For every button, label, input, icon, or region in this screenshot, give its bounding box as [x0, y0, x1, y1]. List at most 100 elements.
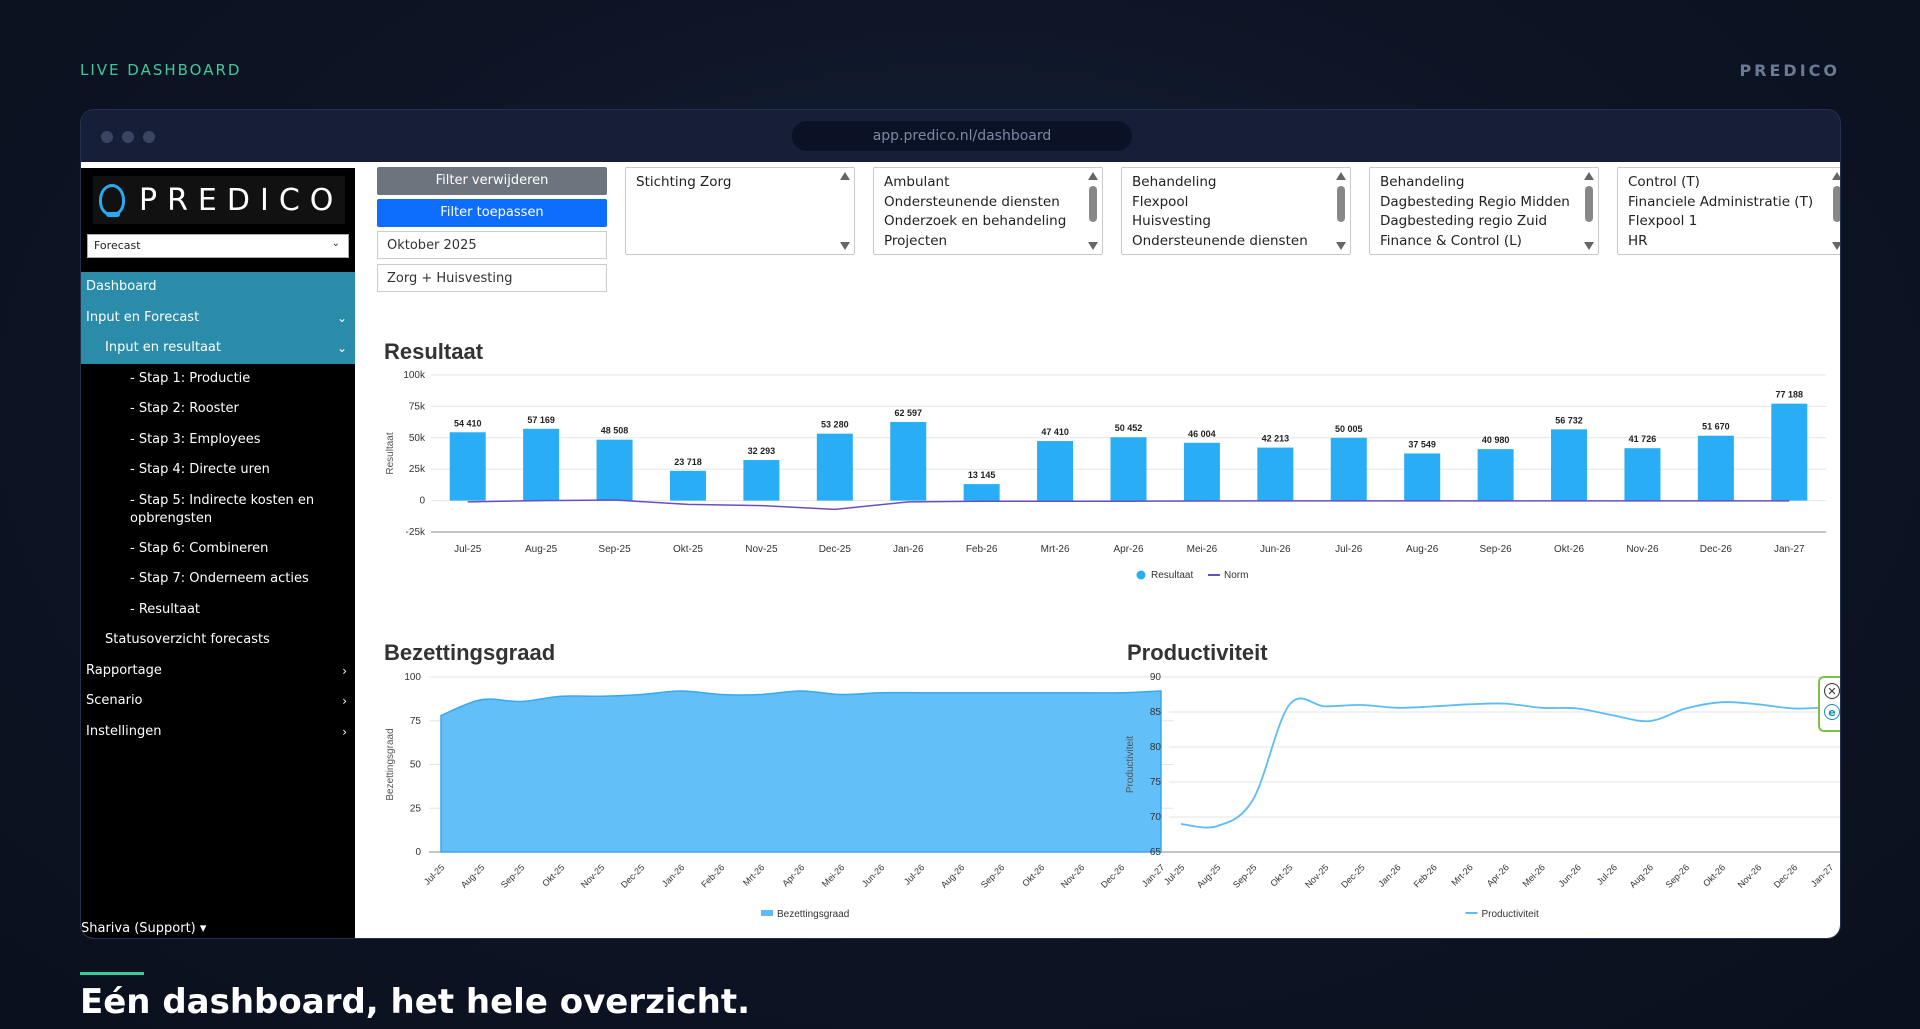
- scroll-thumb[interactable]: [1089, 186, 1097, 222]
- filter-option[interactable]: Flexpool: [1132, 193, 1189, 210]
- scrollbar[interactable]: [1336, 172, 1346, 250]
- period-field[interactable]: Oktober 2025: [377, 231, 607, 259]
- scroll-down-icon[interactable]: [1088, 242, 1098, 250]
- data-label: 53 280: [821, 420, 849, 430]
- scroll-up-icon[interactable]: [1584, 172, 1594, 180]
- x-tick-label: Jul-25: [422, 862, 446, 886]
- x-tick-label: Nov-25: [745, 544, 778, 555]
- data-label: 37 549: [1408, 439, 1436, 449]
- filter-option[interactable]: Behandeling: [1380, 174, 1465, 190]
- sidebar-item[interactable]: Input en resultaat ⌄: [81, 333, 355, 364]
- sidebar-item[interactable]: Instellingen ›: [81, 717, 355, 748]
- scroll-down-icon[interactable]: [1584, 242, 1594, 250]
- filter-list[interactable]: Behandeling Dagbesteding Regio Midden Dagb…: [1369, 167, 1599, 255]
- bar: [1551, 429, 1588, 501]
- scope-field[interactable]: Zorg + Huisvesting: [377, 264, 607, 292]
- sidebar-item[interactable]: - Stap 2: Rooster: [81, 394, 355, 425]
- window-dot-icon: [101, 131, 113, 143]
- x-tick-label: Jan-26: [893, 544, 924, 555]
- scroll-up-icon[interactable]: [840, 172, 850, 180]
- sidebar-item-label: - Stap 5: Indirecte kosten en opbrengste…: [130, 492, 315, 526]
- x-tick-label: Okt-26: [1554, 544, 1584, 555]
- x-tick-label: Jan-27: [1774, 544, 1805, 555]
- scroll-down-icon[interactable]: [1832, 242, 1840, 250]
- filter-option[interactable]: HR: [1628, 232, 1648, 249]
- logo-mark-icon: [99, 184, 125, 217]
- filter-list[interactable]: Control (T) Financiele Administratie (T) F…: [1617, 167, 1840, 255]
- sidebar-item-label: - Stap 7: Onderneem acties: [130, 571, 309, 586]
- sidebar: PREDICO Forecast ⌄ Dashboard Input en For…: [81, 168, 355, 938]
- data-label: 46 004: [1188, 429, 1216, 439]
- sidebar-item[interactable]: Rapportage ›: [81, 656, 355, 687]
- sidebar-item[interactable]: - Stap 6: Combineren: [81, 534, 355, 565]
- filter-option[interactable]: Control (T): [1628, 174, 1700, 190]
- sidebar-item[interactable]: - Stap 1: Productie: [81, 364, 355, 395]
- x-tick-label: Feb-26: [699, 862, 726, 889]
- x-tick-label: Jan-26: [660, 862, 687, 889]
- scrollbar[interactable]: [1584, 172, 1594, 250]
- url-bar[interactable]: app.predico.nl/dashboard: [792, 121, 1132, 151]
- sidebar-item[interactable]: Dashboard: [81, 272, 355, 303]
- x-tick-label: Mei-26: [820, 862, 847, 889]
- sidebar-item[interactable]: Input en Forecast ⌄: [81, 302, 355, 333]
- filter-option[interactable]: Finance & Control (L): [1380, 232, 1522, 249]
- filter-list[interactable]: Ambulant Ondersteunende diensten Onderzoek…: [873, 167, 1103, 255]
- filter-list[interactable]: Stichting Zorg: [625, 167, 855, 255]
- x-tick-label: Sep-25: [499, 862, 527, 890]
- close-icon[interactable]: ✕: [1824, 683, 1840, 699]
- window-dot-icon: [143, 131, 155, 143]
- user-menu[interactable]: Shariva (Support) ▾: [81, 921, 206, 936]
- legend-label: Bezettingsgraad: [777, 909, 849, 920]
- x-tick-label: Dec-25: [1339, 862, 1367, 890]
- scroll-down-icon[interactable]: [1336, 242, 1346, 250]
- x-tick-label: Jul-25: [1162, 862, 1186, 886]
- bezettingsgraad-chart: 100 75 50 25 0 Bezettingsgraad Jul-25 Aug-25 Sep…: [385, 672, 1173, 920]
- data-label: 50 452: [1115, 423, 1143, 433]
- sidebar-item[interactable]: - Stap 7: Onderneem acties: [81, 564, 355, 595]
- sidebar-item[interactable]: - Stap 5: Indirecte kosten en opbrengste…: [81, 486, 355, 534]
- scroll-up-icon[interactable]: [1336, 172, 1346, 180]
- x-tick-label: Dec-26: [1772, 862, 1800, 890]
- sidebar-item[interactable]: Scenario ›: [81, 686, 355, 717]
- bar: [1624, 448, 1661, 501]
- scroll-thumb[interactable]: [1833, 186, 1840, 222]
- sidebar-item[interactable]: - Resultaat: [81, 595, 355, 626]
- e-logo-icon[interactable]: e: [1824, 704, 1840, 720]
- scroll-up-icon[interactable]: [1088, 172, 1098, 180]
- x-tick-label: Jul-26: [902, 862, 926, 886]
- chevron-right-icon: ›: [342, 724, 347, 739]
- scroll-thumb[interactable]: [1337, 186, 1345, 222]
- module-select[interactable]: Forecast ⌄: [87, 234, 349, 258]
- sidebar-item-label: Instellingen: [86, 723, 162, 739]
- scroll-down-icon[interactable]: [840, 242, 850, 250]
- logo-text: PREDICO: [139, 182, 344, 218]
- filter-option[interactable]: Dagbesteding Regio Midden: [1380, 193, 1570, 210]
- filter-option[interactable]: Behandeling: [1132, 174, 1217, 190]
- filter-option[interactable]: Dagbesteding regio Zuid: [1380, 213, 1548, 229]
- scroll-up-icon[interactable]: [1832, 172, 1840, 180]
- sidebar-item[interactable]: - Stap 3: Employees: [81, 425, 355, 456]
- filter-option[interactable]: Ondersteunende diensten: [1132, 232, 1308, 249]
- x-tick-label: Okt-25: [1268, 862, 1294, 888]
- filter-list[interactable]: Behandeling Flexpool Huisvesting Ondersteun…: [1121, 167, 1351, 255]
- filter-option[interactable]: Ambulant: [884, 174, 950, 190]
- filter-option[interactable]: Financiele Administratie (T): [1628, 193, 1814, 210]
- scrollbar[interactable]: [1088, 172, 1098, 250]
- filter-option[interactable]: Onderzoek en behandeling: [884, 213, 1067, 229]
- filter-option[interactable]: Flexpool 1: [1628, 213, 1698, 229]
- scrollbar[interactable]: [840, 172, 850, 250]
- filter-option[interactable]: Huisvesting: [1132, 213, 1211, 229]
- scrollbar[interactable]: [1832, 172, 1840, 250]
- side-widget[interactable]: ✕ e: [1818, 676, 1840, 732]
- sidebar-item[interactable]: Statusoverzicht forecasts: [81, 625, 355, 656]
- filter-apply-button[interactable]: Filter toepassen: [377, 199, 607, 227]
- y-tick-label: 90: [1150, 672, 1162, 683]
- filter-option[interactable]: Stichting Zorg: [636, 174, 732, 190]
- scroll-thumb[interactable]: [1585, 186, 1593, 222]
- y-tick-label: 100: [404, 672, 421, 683]
- filter-option[interactable]: Projecten: [884, 232, 948, 249]
- sidebar-item[interactable]: - Stap 4: Directe uren: [81, 455, 355, 486]
- chevron-down-icon: ⌄: [331, 238, 340, 249]
- filter-remove-button[interactable]: Filter verwijderen: [377, 167, 607, 195]
- filter-option[interactable]: Ondersteunende diensten: [884, 193, 1060, 210]
